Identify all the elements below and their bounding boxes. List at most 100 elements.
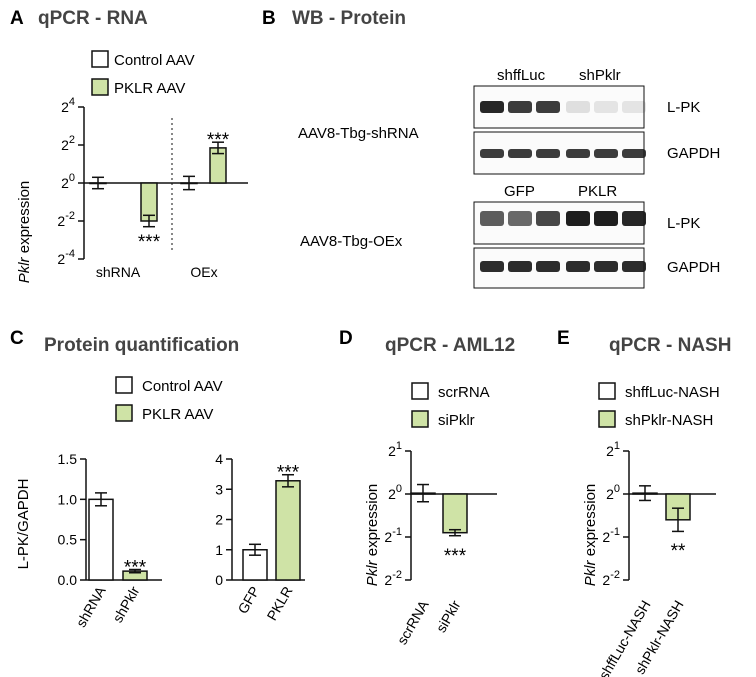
y-tick-label-d-3: 2-2 (384, 569, 402, 588)
y-tick-label-e-0: 21 (606, 440, 620, 459)
band-gapdh-shrna-4 (594, 149, 618, 158)
band-gapdh-oex-3 (566, 261, 590, 272)
x-label-c-right-1: PKLR (263, 584, 295, 624)
legend-d-control-swatch (411, 382, 429, 400)
band-lpk-oex-5 (622, 211, 646, 226)
y-tick-label-c-left-0: 0.0 (58, 572, 78, 588)
legend-c-control-swatch (115, 376, 133, 394)
wb-row2-label: AAV8-Tbg-OEx (300, 233, 403, 250)
x-label-a-0: shRNA (96, 264, 141, 280)
band-gapdh-shrna-1 (508, 149, 532, 158)
panel-e: E qPCR - NASH shffLuc-NASH shPklr-NASH P… (557, 328, 731, 677)
y-tick-label-c-left-2: 1.0 (58, 491, 78, 507)
y-tick-label-a-2: 20 (61, 172, 75, 191)
panel-e-letter: E (557, 328, 570, 349)
y-axis-label-d: Pklr expression (364, 484, 381, 587)
y-axis-label-e: Pklr expression (582, 484, 599, 587)
panel-b-title: WB - Protein (292, 8, 406, 29)
y-tick-label-d-1: 20 (388, 483, 402, 502)
band-gapdh-oex-0 (480, 261, 504, 272)
plot-c-left: 0.0 0.5 1.0 1.5 shRNA shPklr *** (58, 451, 162, 630)
band-gapdh-oex-1 (508, 261, 532, 272)
y-tick-label-d-0: 21 (388, 440, 402, 459)
x-label-a-1: OEx (190, 264, 217, 280)
legend-a-control-label: Control AAV (114, 52, 195, 69)
y-tick-label-c-right-2: 2 (215, 512, 223, 528)
panel-d: D qPCR - AML12 scrRNA siPklr Pklr expres… (339, 328, 515, 647)
band-lpk-oex-1 (508, 211, 532, 226)
panel-c-letter: C (10, 328, 24, 349)
significance-a-1: *** (207, 130, 230, 151)
y-tick-label-d-2: 2-1 (384, 526, 402, 545)
y-tick-label-c-right-0: 0 (215, 572, 223, 588)
panel-e-title: qPCR - NASH (609, 335, 731, 356)
panel-a: A qPCR - RNA Control AAV PKLR AAV 24 22 20… (10, 8, 248, 283)
y-tick-label-c-right-3: 3 (215, 481, 223, 497)
band-gapdh-shrna-0 (480, 149, 504, 158)
legend-d-treated-label: siPklr (438, 412, 475, 429)
legend-a-treated-label: PKLR AAV (114, 80, 185, 97)
blot-label-gapdh-2: GAPDH (667, 259, 720, 276)
significance-c-right: *** (277, 463, 300, 484)
band-gapdh-oex-4 (594, 261, 618, 272)
band-lpk-oex-2 (536, 211, 560, 226)
x-label-c-left-1: shPklr (109, 583, 142, 625)
legend-c-control-label: Control AAV (142, 378, 223, 395)
panel-b-letter: B (262, 8, 276, 29)
bar-d-1 (442, 493, 468, 534)
panel-d-title: qPCR - AML12 (385, 335, 515, 356)
band-gapdh-shrna-3 (566, 149, 590, 158)
band-lpk-shrna-2 (536, 101, 560, 113)
band-gapdh-shrna-2 (536, 149, 560, 158)
band-lpk-shrna-3 (566, 101, 590, 113)
band-lpk-shrna-0 (480, 101, 504, 113)
panel-c-title: Protein quantification (44, 335, 239, 356)
panel-d-letter: D (339, 328, 353, 349)
panel-a-letter: A (10, 8, 24, 29)
significance-d: *** (444, 546, 467, 567)
band-lpk-shrna-1 (508, 101, 532, 113)
band-lpk-oex-3 (566, 211, 590, 226)
y-tick-label-a-0: 24 (61, 96, 75, 115)
plot-a: 24 22 20 2-2 2-4 *** *** shRNA OEx (57, 96, 248, 280)
plot-d: 21 20 2-1 2-2 scrRNA siPklr *** (384, 440, 497, 647)
blot-bands (480, 101, 646, 272)
y-tick-label-a-3: 2-2 (57, 210, 75, 229)
y-tick-label-a-1: 22 (61, 134, 75, 153)
y-tick-label-c-left-3: 1.5 (58, 451, 78, 467)
panel-b: B WB - Protein shffLuc shPklr AAV8-Tbg-s… (262, 8, 720, 289)
x-label-c-right-0: GFP (234, 584, 262, 617)
legend-d-treated-swatch (411, 410, 429, 428)
panel-a-title: qPCR - RNA (38, 8, 148, 29)
y-tick-label-e-3: 2-2 (602, 569, 620, 588)
y-tick-label-a-4: 2-4 (57, 248, 75, 267)
x-label-c-left-0: shRNA (73, 583, 109, 630)
significance-a-0: *** (138, 232, 161, 253)
legend-c-treated-swatch (115, 404, 133, 422)
band-lpk-oex-4 (594, 211, 618, 226)
legend-e-treated-swatch (598, 410, 616, 428)
y-tick-label-e-2: 2-1 (602, 526, 620, 545)
y-tick-label-c-left-1: 0.5 (58, 532, 78, 548)
panel-c: C Protein quantification Control AAV PKL… (10, 328, 305, 630)
legend-c-treated-label: PKLR AAV (142, 406, 213, 423)
significance-c-left: *** (124, 558, 147, 579)
wb-group-label-3: GFP (504, 183, 535, 200)
legend-e-treated-label: shPklr-NASH (625, 412, 713, 429)
wb-group-label-2: shPklr (579, 67, 621, 84)
blot-label-lpk-2: L-PK (667, 215, 700, 232)
blot-label-lpk-1: L-PK (667, 99, 700, 116)
plot-c-right: 0 1 2 3 4 GFP PKLR *** (215, 451, 305, 623)
y-tick-label-c-right-1: 1 (215, 542, 223, 558)
wb-group-label-4: PKLR (578, 183, 617, 200)
blot-label-gapdh-1: GAPDH (667, 145, 720, 162)
y-axis-label-c: L-PK/GAPDH (15, 479, 32, 570)
y-tick-label-e-1: 20 (606, 483, 620, 502)
band-gapdh-oex-2 (536, 261, 560, 272)
band-lpk-oex-0 (480, 211, 504, 226)
legend-e-control-swatch (598, 382, 616, 400)
band-lpk-shrna-4 (594, 101, 618, 113)
band-lpk-shrna-5 (622, 101, 646, 113)
legend-d-control-label: scrRNA (438, 384, 490, 401)
